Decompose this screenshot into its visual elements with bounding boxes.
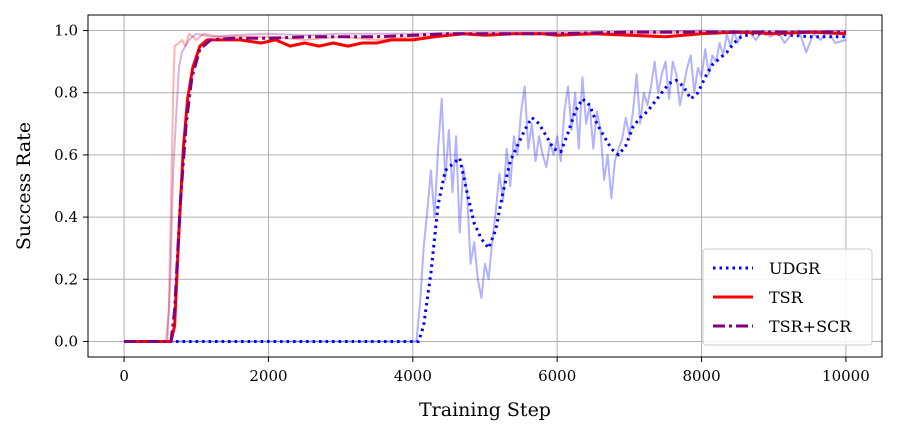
legend-box <box>702 248 873 346</box>
grid <box>88 15 882 357</box>
legend-label-tsr-scr: TSR+SCR <box>769 317 852 336</box>
y-tick-label: 0.4 <box>54 208 78 226</box>
y-tick-label: 1.0 <box>54 22 78 40</box>
x-tick-label: 6000 <box>538 367 576 385</box>
legend-label-udgr: UDGR <box>769 259 821 278</box>
x-tick-label: 4000 <box>394 367 432 385</box>
x-tick-label: 10000 <box>822 367 870 385</box>
plot-frame <box>87 14 883 358</box>
x-axis-ticks: 0 2000 4000 6000 8000 10000 <box>119 357 870 385</box>
x-tick-label: 0 <box>119 367 129 385</box>
y-tick-label: 0.8 <box>54 84 78 102</box>
smoothed-series-layer <box>124 30 846 343</box>
series-udgr-line <box>124 32 846 343</box>
legend: UDGR TSR TSR+SCR <box>702 248 873 346</box>
y-axis-ticks: 0.0 0.2 0.4 0.6 0.8 1.0 <box>54 22 88 350</box>
y-tick-label: 0.6 <box>54 146 78 164</box>
x-axis-label: Training Step <box>419 399 551 421</box>
x-tick-label: 2000 <box>249 367 287 385</box>
y-axis-label: Success Rate <box>13 122 35 250</box>
legend-label-tsr: TSR <box>769 288 804 307</box>
y-tick-label: 0.2 <box>54 270 78 288</box>
series-tsr-scr-raw-line <box>124 29 846 343</box>
series-tsr-scr-line <box>124 30 846 343</box>
series-udgr-raw-line <box>124 29 847 343</box>
x-tick-label: 8000 <box>682 367 720 385</box>
y-tick-label: 0.0 <box>54 332 78 350</box>
